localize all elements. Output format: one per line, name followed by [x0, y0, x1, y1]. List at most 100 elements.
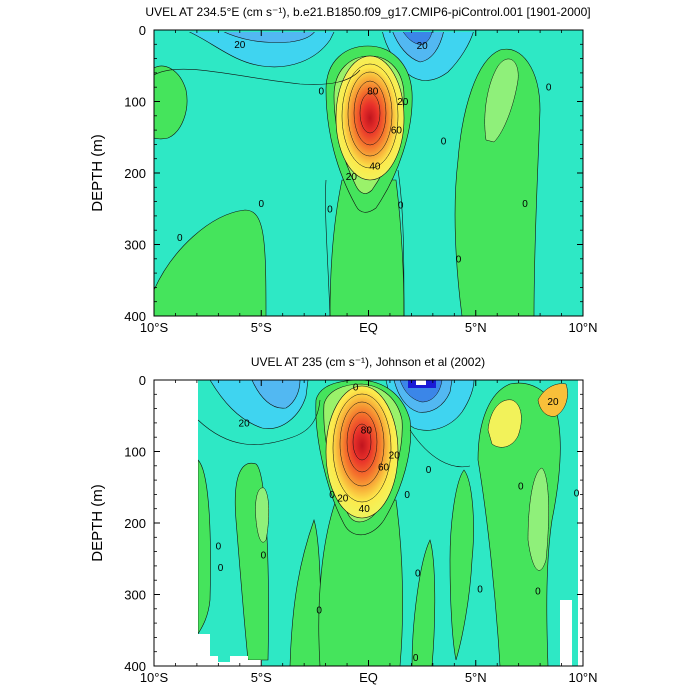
panel1-contour-label: 60: [391, 126, 403, 137]
panel2-no-data-west: [154, 380, 262, 666]
panel2-euc-core: [325, 385, 399, 519]
panel1-y-tick-label: 300: [124, 238, 146, 253]
panel1-contour-label: 0: [177, 233, 183, 244]
panel1-eastward-southwest: [154, 209, 267, 316]
panel1-x-tick-label: 10°S: [140, 320, 169, 335]
panel2-contour-label: 0: [477, 584, 483, 595]
panel2-contour-label: 20: [389, 451, 401, 462]
panel2-y-tick-label: 200: [124, 516, 146, 531]
panel1-eastward-center-deep: [329, 179, 405, 316]
panel1-zero-contour-upper: [154, 68, 361, 85]
panel1-y-tick-label: 0: [139, 23, 146, 38]
panel1-x-tick-label: EQ: [359, 320, 378, 335]
panel2-plot-area: [154, 380, 583, 666]
panel1-contour-80: [353, 80, 387, 146]
panel2-zero-contour-east: [409, 429, 471, 468]
panel1-contour-label: 40: [369, 161, 381, 172]
panel2-contour-label: 20: [547, 397, 559, 408]
panel2-contour-label: 0: [426, 465, 432, 476]
panel2-eastward-col-5: [449, 469, 474, 661]
panel2-eastward-col-2-inner: [255, 487, 269, 543]
panel-observations: UVEL AT 235 (cm s⁻¹), Johnson et al (200…: [89, 355, 598, 685]
panel1-x-tick-label: 5°N: [465, 320, 487, 335]
panel2-contour-label: 0: [518, 481, 524, 492]
panel1-ylabel: DEPTH (m): [89, 134, 106, 212]
panel1-contour-label: 0: [319, 86, 325, 97]
panel1-contour-label: 80: [367, 86, 379, 97]
panel1-plot-area: [154, 30, 583, 316]
panel2-y-tick-label: 100: [124, 445, 146, 460]
panel2-contour-label: 0: [415, 569, 421, 580]
panel1-contour-label: 0: [398, 201, 404, 212]
panel2-contour-label: 20: [337, 493, 349, 504]
panel2-contour-90: [352, 423, 372, 461]
panel1-contour-label: 20: [417, 41, 429, 52]
panel1-contour-label: 20: [234, 40, 246, 51]
panel2-contour-label: 0: [413, 653, 419, 664]
panel1-eastward-northeast-inner: [484, 58, 519, 143]
panel1-eastward-northeast: [454, 48, 541, 316]
panel2-contour-80: [346, 411, 378, 473]
panel2-eastward-northeast-orange: [537, 383, 568, 417]
panel1-x-tick-label: 5°S: [251, 320, 272, 335]
panel2-contour-label: 60: [378, 463, 390, 474]
panel2-title: UVEL AT 235 (cm s⁻¹), Johnson et al (200…: [251, 355, 485, 369]
panel2-contour-label: 0: [353, 383, 359, 394]
panel2-contour-label: 0: [329, 490, 335, 501]
panel1-contour-label: 0: [546, 83, 552, 94]
panel2-y-tick-label: 0: [139, 373, 146, 388]
panel2-contour-label: 0: [261, 551, 267, 562]
panel2-contour-40: [332, 393, 392, 503]
panel1-westward-inner: [219, 30, 317, 43]
panel2-contour-label: 0: [316, 606, 322, 617]
panel2-zero-contour-upper: [197, 399, 321, 445]
panel2-contour-label: 0: [535, 586, 541, 597]
panel2-data-gap: [416, 380, 426, 385]
panel2-y-tick-label: 300: [124, 588, 146, 603]
panel1-contour-labels: 20 20 20 20 40 60 80 0 0 0 0 0 0 0 0 0: [177, 40, 552, 265]
panel1-zero-contour-left: [325, 179, 331, 316]
panel2-eastward-northeast-inner: [527, 467, 549, 571]
panel1-contour-40: [341, 63, 399, 169]
panel2-eastward-center-deep: [318, 499, 403, 666]
panel2-contour-label: 0: [574, 488, 580, 499]
panel2-eastward-northeast-yellow: [487, 399, 522, 448]
panel1-westward-east-core: [401, 30, 433, 45]
panel2-ylabel: DEPTH (m): [89, 484, 106, 562]
panel2-no-data-east: [560, 600, 572, 666]
panel2-x-tick-label: 5°S: [251, 670, 272, 685]
panel2-x-tick-label: 10°N: [568, 670, 597, 685]
panel2-contour-label: 80: [361, 426, 373, 437]
panel2-x-tick-label: 5°N: [465, 670, 487, 685]
panel1-y-tick-label: 100: [124, 95, 146, 110]
panel1-y-tick-label: 200: [124, 166, 146, 181]
panel2-y-tick-label: 400: [124, 659, 146, 674]
panel2-contour-label: 40: [359, 504, 371, 515]
panel2-contour-label: 20: [239, 418, 251, 429]
panel2-contour-label: 0: [404, 490, 410, 501]
panel1-contour-60: [347, 71, 393, 157]
panel1-contour-90: [359, 92, 381, 134]
panel1-contour-label: 0: [258, 199, 264, 210]
panel1-zero-contour-right: [397, 169, 405, 316]
panel1-contour-label: 0: [327, 204, 333, 215]
panel-model: UVEL AT 234.5°E (cm s⁻¹), b.e21.B1850.f0…: [89, 5, 598, 335]
panel2-eastward-col-1: [197, 459, 211, 635]
panel1-x-tick-label: 10°N: [568, 320, 597, 335]
panel1-contour-label: 20: [346, 172, 358, 183]
panel1-title: UVEL AT 234.5°E (cm s⁻¹), b.e21.B1850.f0…: [145, 5, 590, 19]
panel1-contour-label: 0: [441, 136, 447, 147]
panel2-contour-labels: 20 20 20 20 40 60 80 0 0 0 0 0 0 0 0 0 0 0 0 0 0: [216, 383, 580, 664]
panel2-contour-label: 0: [216, 541, 222, 552]
panel1-westward-east-inner: [391, 30, 445, 63]
panel2-contour-60: [339, 401, 385, 487]
panel1-contour-label: 20: [397, 97, 409, 108]
panel1-contour-label: 0: [522, 199, 528, 210]
panel2-eastward-northeast: [477, 382, 561, 666]
panel2-contour-label: 0: [218, 563, 224, 574]
panel2-westward-west-inner: [251, 380, 301, 409]
panel2-eastward-col-4: [411, 539, 436, 666]
